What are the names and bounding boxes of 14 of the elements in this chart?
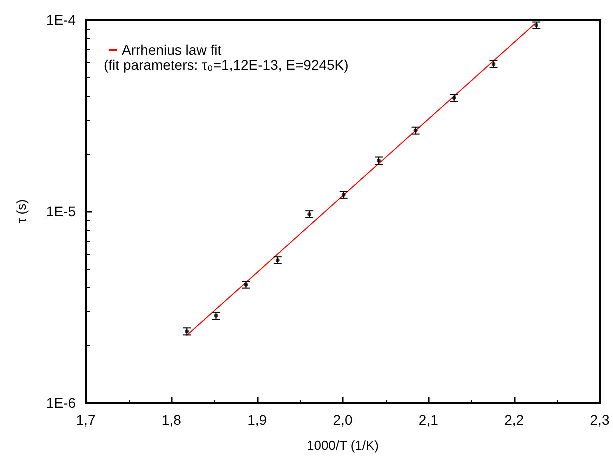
x-tick-label: 2,2	[504, 412, 524, 428]
x-axis-title: 1000/T (1/K)	[306, 438, 380, 453]
y-tick-label: 1E-5	[46, 204, 76, 220]
y-tick-label: 1E-4	[46, 12, 76, 28]
annotation: (fit parameters: τ₀=1,12E-13, E=9245K)	[104, 57, 349, 73]
x-tick-label: 1,9	[248, 412, 268, 428]
y-tick-label: 1E-6	[46, 395, 76, 411]
legend-label: Arrhenius law fit	[122, 42, 222, 58]
x-tick-label: 1,8	[162, 412, 182, 428]
y-axis-title: τ (s)	[14, 200, 29, 224]
x-tick-label: 2,1	[418, 412, 439, 428]
x-tick-label: 1,7	[76, 412, 96, 428]
x-tick-label: 2,3	[590, 412, 610, 428]
x-tick-label: 2,0	[333, 412, 353, 428]
